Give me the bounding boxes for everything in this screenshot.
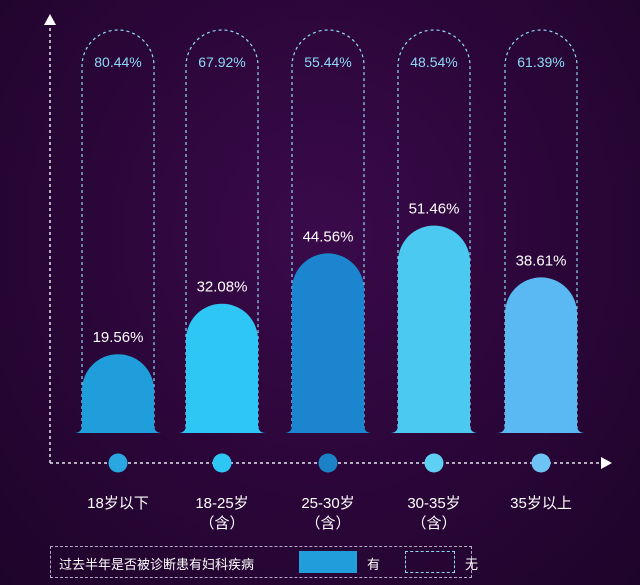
bar-label-4: 51.46% [409, 201, 460, 218]
axis-dot-3 [318, 453, 338, 473]
bar-5 [497, 277, 585, 433]
bar-2 [178, 303, 266, 433]
legend-label-no: 无 [465, 557, 479, 572]
axis-dot-2 [212, 453, 232, 473]
bar-1 [74, 354, 162, 433]
y-axis-arrow [44, 14, 56, 25]
category-label-4-line-2: （含） [411, 515, 456, 532]
bar-4 [390, 225, 478, 433]
outline-label-3: 55.44% [304, 54, 351, 70]
outline-label-4: 48.54% [410, 54, 457, 70]
legend-label-yes: 有 [367, 557, 381, 572]
category-label-2-line-1: 18-25岁 [195, 495, 248, 512]
bar-label-3: 44.56% [303, 228, 354, 245]
bar-3 [284, 253, 372, 433]
bar-label-2: 32.08% [197, 279, 248, 296]
x-axis-arrow [601, 457, 612, 469]
legend-title: 过去半年是否被诊断患有妇科疾病 [59, 557, 255, 572]
axis-dot-5 [531, 453, 551, 473]
bar-label-1: 19.56% [93, 329, 144, 346]
bar-outline-1 [81, 29, 155, 433]
outline-label-5: 61.39% [517, 54, 564, 70]
category-label-1: 18岁以下 [87, 495, 149, 512]
outline-label-2: 67.92% [198, 54, 245, 70]
axis-dot-1 [108, 453, 128, 473]
category-label-3-line-2: （含） [305, 515, 350, 532]
legend: 过去半年是否被诊断患有妇科疾病 有 无 [50, 546, 478, 578]
category-label-2-line-2: （含） [199, 515, 244, 532]
legend-swatch-yes [299, 551, 357, 573]
category-label-3-line-1: 25-30岁 [301, 495, 354, 512]
bar-outline-3 [291, 29, 365, 433]
bar-outline-2 [185, 29, 259, 433]
category-label-4-line-1: 30-35岁 [407, 495, 460, 512]
legend-swatch-no [405, 551, 455, 573]
outline-label-1: 80.44% [94, 54, 141, 70]
category-label-5: 35岁以上 [510, 495, 572, 512]
bar-outline-5 [504, 29, 578, 433]
bar-label-5: 38.61% [516, 252, 567, 269]
bar-outline-4 [397, 29, 471, 433]
axis-dot-4 [424, 453, 444, 473]
